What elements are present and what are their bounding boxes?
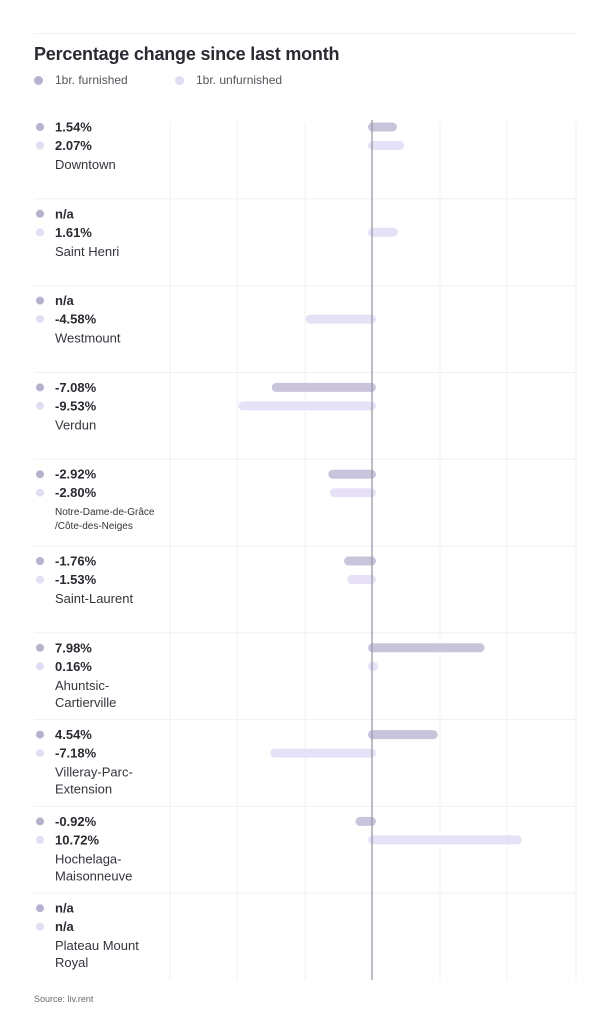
category-label: Downtown [55, 157, 116, 172]
unfurnished-dot-icon [36, 835, 44, 844]
category-label: Ahuntsic- [55, 678, 109, 693]
bar-unfurnished [305, 314, 376, 324]
category-label: Saint Henri [55, 244, 119, 259]
chart-title: Percentage change since last month [34, 44, 340, 64]
unfurnished-dot-icon [36, 401, 44, 410]
legend-dot-icon [175, 75, 184, 85]
value-label: -7.18% [55, 746, 97, 761]
bar-unfurnished [238, 401, 376, 411]
value-label: -9.53% [55, 398, 97, 413]
value-label: 4.54% [55, 727, 92, 742]
value-label: -0.92% [55, 814, 97, 829]
furnished-dot-icon [36, 209, 44, 218]
bar-unfurnished [329, 488, 376, 498]
bar-unfurnished [368, 835, 522, 845]
bar-furnished [271, 382, 376, 392]
unfurnished-dot-icon [36, 922, 44, 931]
category-label: Saint-Laurent [55, 591, 133, 606]
value-label: 1.61% [55, 225, 92, 240]
unfurnished-dot-icon [36, 141, 44, 150]
unfurnished-dot-icon [36, 488, 44, 497]
value-label: -2.80% [55, 485, 97, 500]
furnished-dot-icon [36, 730, 44, 739]
value-label: 1.54% [55, 120, 92, 135]
bar-furnished [368, 730, 438, 740]
value-label: 0.16% [55, 659, 92, 674]
source-note: Source: liv.rent [34, 994, 94, 1004]
value-label: -1.76% [55, 554, 97, 569]
category-label: Royal [55, 955, 88, 970]
value-label: n/a [55, 901, 75, 916]
legend-item-unfurnished: 1br. unfurnished [175, 73, 282, 87]
category-label: Plateau Mount [55, 938, 139, 953]
category-label: /Côte-des-Neiges [55, 521, 133, 532]
unfurnished-dot-icon [36, 575, 44, 584]
unfurnished-dot-icon [36, 662, 44, 671]
bar-unfurnished [270, 748, 376, 758]
value-label: 10.72% [55, 832, 100, 847]
legend-label-unfurnished: 1br. unfurnished [196, 73, 283, 87]
value-label: n/a [55, 919, 75, 934]
furnished-dot-icon [36, 557, 44, 565]
bar-furnished [344, 556, 376, 566]
top-rule [34, 33, 576, 34]
value-label: n/a [55, 206, 75, 221]
category-label: Maisonneuve [55, 868, 132, 883]
furnished-dot-icon [36, 643, 44, 652]
category-label: Cartierville [55, 695, 116, 710]
bar-unfurnished [368, 141, 405, 150]
bar-furnished [355, 816, 376, 826]
value-label: n/a [55, 293, 75, 308]
legend-dot-icon [34, 75, 43, 85]
furnished-dot-icon [36, 470, 44, 479]
category-label: Extension [55, 782, 112, 797]
legend-item-furnished: 1br. furnished [34, 73, 128, 87]
bar-unfurnished [368, 661, 379, 671]
bar-furnished [368, 643, 485, 653]
unfurnished-dot-icon [36, 315, 44, 324]
value-label: -4.58% [55, 312, 97, 327]
value-label: -7.08% [55, 380, 97, 395]
bar-unfurnished [368, 227, 398, 237]
category-label: Notre-Dame-de-Grâce [55, 507, 155, 518]
furnished-dot-icon [36, 296, 44, 305]
bar-unfurnished [347, 575, 376, 584]
category-label: Hochelaga- [55, 851, 122, 866]
value-label: 7.98% [55, 640, 92, 655]
value-label: -2.92% [55, 467, 97, 482]
bar-furnished [368, 122, 397, 132]
category-label: Verdun [55, 417, 96, 432]
furnished-dot-icon [36, 904, 44, 913]
category-label: Westmount [55, 331, 121, 346]
value-label: -1.53% [55, 572, 97, 587]
furnished-dot-icon [36, 817, 44, 826]
bar-furnished [328, 469, 376, 479]
unfurnished-dot-icon [36, 228, 44, 237]
unfurnished-dot-icon [36, 749, 44, 758]
furnished-dot-icon [36, 123, 44, 131]
category-label: Villeray-Parc- [55, 765, 133, 780]
legend-label-furnished: 1br. furnished [55, 73, 128, 87]
value-label: 2.07% [55, 138, 92, 153]
furnished-dot-icon [36, 383, 44, 392]
